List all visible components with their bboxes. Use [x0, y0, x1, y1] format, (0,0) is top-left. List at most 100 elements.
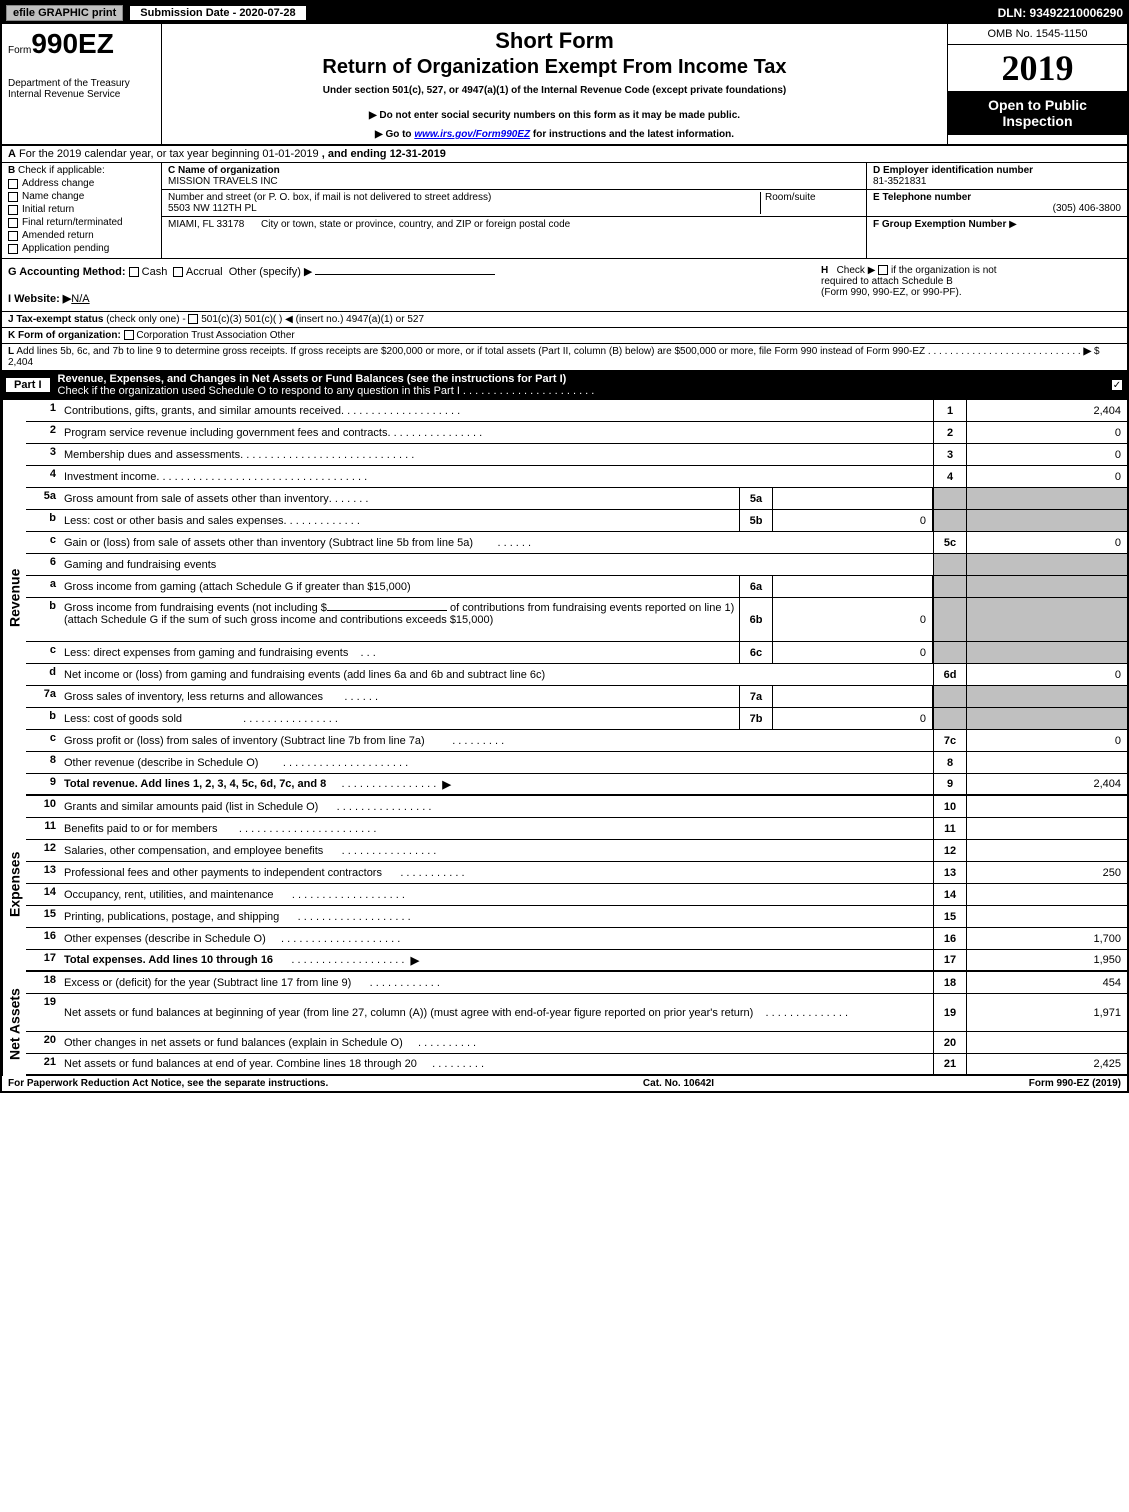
col-def: D Employer identification number 81-3521… — [867, 163, 1127, 258]
cb-corp[interactable] — [124, 330, 134, 340]
cb-address-change[interactable] — [8, 179, 18, 189]
j-opts: 501(c)(3) 501(c)( ) ◀ (insert no.) 4947(… — [201, 314, 424, 325]
l13-num: 13 — [26, 862, 60, 883]
l6a-desc: Gross income from gaming (attach Schedul… — [60, 576, 739, 597]
l6c-desc: Less: direct expenses from gaming and fu… — [60, 642, 739, 663]
line-12: 12 Salaries, other compensation, and emp… — [26, 840, 1127, 862]
l11-rnum: 11 — [933, 818, 967, 839]
l6a-mnum: 6a — [739, 576, 773, 597]
l9-desc: Total revenue. Add lines 1, 2, 3, 4, 5c,… — [60, 774, 933, 794]
line-10: 10 Grants and similar amounts paid (list… — [26, 796, 1127, 818]
l7b-mval: 0 — [773, 708, 933, 729]
cb-name-change[interactable] — [8, 192, 18, 202]
row-a-prefix: A — [8, 148, 16, 160]
l5a-mnum: 5a — [739, 488, 773, 509]
part1-checkbox[interactable]: ✓ — [1111, 379, 1123, 391]
l20-rval — [967, 1032, 1127, 1053]
cb-amended[interactable] — [8, 231, 18, 241]
l3-desc: Membership dues and assessments . . . . … — [60, 444, 933, 465]
dept-treasury: Department of the Treasury — [8, 78, 155, 89]
l15-num: 15 — [26, 906, 60, 927]
header-left: Form990EZ Department of the Treasury Int… — [2, 24, 162, 144]
l6a-rgrey2 — [967, 576, 1127, 597]
l6b-rgrey — [933, 598, 967, 641]
l5c-desc: Gain or (loss) from sale of assets other… — [60, 532, 933, 553]
l3-rval: 0 — [967, 444, 1127, 465]
l5b-rgrey — [933, 510, 967, 531]
l10-rval — [967, 796, 1127, 817]
l7a-desc: Gross sales of inventory, less returns a… — [60, 686, 739, 707]
l6c-num: c — [26, 642, 60, 663]
open-public-1: Open to Public — [950, 97, 1125, 113]
line-6: 6 Gaming and fundraising events — [26, 554, 1127, 576]
l7a-rgrey2 — [967, 686, 1127, 707]
netassets-section: Net Assets 18 Excess or (deficit) for th… — [2, 972, 1127, 1076]
l1-rnum: 1 — [933, 400, 967, 421]
j-note: (check only one) - — [106, 314, 185, 325]
l6b-desc: Gross income from fundraising events (no… — [60, 598, 739, 641]
l7c-num: c — [26, 730, 60, 751]
k-label: K Form of organization: — [8, 330, 121, 341]
l18-rval: 454 — [967, 972, 1127, 993]
l5b-mval: 0 — [773, 510, 933, 531]
l6a-rgrey — [933, 576, 967, 597]
b-item-1: Name change — [22, 191, 84, 202]
l20-num: 20 — [26, 1032, 60, 1053]
l15-rnum: 15 — [933, 906, 967, 927]
cb-cash[interactable] — [129, 267, 139, 277]
expenses-side-label: Expenses — [2, 796, 26, 972]
l3-num: 3 — [26, 444, 60, 465]
b-item-4: Amended return — [22, 230, 94, 241]
g-cash: Cash — [142, 266, 168, 278]
l17-rnum: 17 — [933, 950, 967, 970]
l5b-mnum: 5b — [739, 510, 773, 531]
line-6c: c Less: direct expenses from gaming and … — [26, 642, 1127, 664]
cb-h[interactable] — [878, 265, 888, 275]
return-title: Return of Organization Exempt From Incom… — [170, 56, 939, 79]
l2-rnum: 2 — [933, 422, 967, 443]
section-bcdef: B Check if applicable: Address change Na… — [2, 163, 1127, 259]
cb-initial-return[interactable] — [8, 205, 18, 215]
b-item-2: Initial return — [22, 204, 74, 215]
l13-rnum: 13 — [933, 862, 967, 883]
l6-rgrey — [933, 554, 967, 575]
line-11: 11 Benefits paid to or for members . . .… — [26, 818, 1127, 840]
l18-desc: Excess or (deficit) for the year (Subtra… — [60, 972, 933, 993]
l21-desc: Net assets or fund balances at end of ye… — [60, 1054, 933, 1074]
footer-left: For Paperwork Reduction Act Notice, see … — [8, 1078, 328, 1089]
line-1: 1 Contributions, gifts, grants, and simi… — [26, 400, 1127, 422]
l2-rval: 0 — [967, 422, 1127, 443]
line-16: 16 Other expenses (describe in Schedule … — [26, 928, 1127, 950]
l7c-rval: 0 — [967, 730, 1127, 751]
d-label: D Employer identification number — [873, 165, 1033, 176]
d-row: D Employer identification number 81-3521… — [867, 163, 1127, 190]
c-addr-label: Number and street (or P. O. box, if mail… — [168, 192, 760, 203]
line-5b: b Less: cost or other basis and sales ex… — [26, 510, 1127, 532]
under-section: Under section 501(c), 527, or 4947(a)(1)… — [170, 85, 939, 96]
expenses-lines: 10 Grants and similar amounts paid (list… — [26, 796, 1127, 972]
b-item-3: Final return/terminated — [22, 217, 123, 228]
l5a-rgrey2 — [967, 488, 1127, 509]
irs-link[interactable]: www.irs.gov/Form990EZ — [414, 129, 530, 140]
l7a-rgrey — [933, 686, 967, 707]
l5b-num: b — [26, 510, 60, 531]
row-a-text: For the 2019 calendar year, or tax year … — [19, 148, 319, 160]
l7a-mval — [773, 686, 933, 707]
l7a-num: 7a — [26, 686, 60, 707]
e-row: E Telephone number (305) 406-3800 — [867, 190, 1127, 217]
b-item-5: Application pending — [22, 243, 109, 254]
c-name-label: C Name of organization — [168, 165, 280, 176]
l5a-mval — [773, 488, 933, 509]
k-opts: Corporation Trust Association Other — [136, 330, 294, 341]
l19-num: 19 — [26, 994, 60, 1031]
open-public-2: Inspection — [950, 113, 1125, 129]
part1-check-text: Check if the organization used Schedule … — [58, 385, 460, 397]
cb-app-pending[interactable] — [8, 244, 18, 254]
page-footer: For Paperwork Reduction Act Notice, see … — [2, 1076, 1127, 1091]
cb-final-return[interactable] — [8, 218, 18, 228]
efile-print-button[interactable]: efile GRAPHIC print — [6, 5, 123, 21]
cb-501c3[interactable] — [188, 314, 198, 324]
l6d-rval: 0 — [967, 664, 1127, 685]
open-to-public: Open to Public Inspection — [948, 91, 1127, 135]
cb-accrual[interactable] — [173, 267, 183, 277]
